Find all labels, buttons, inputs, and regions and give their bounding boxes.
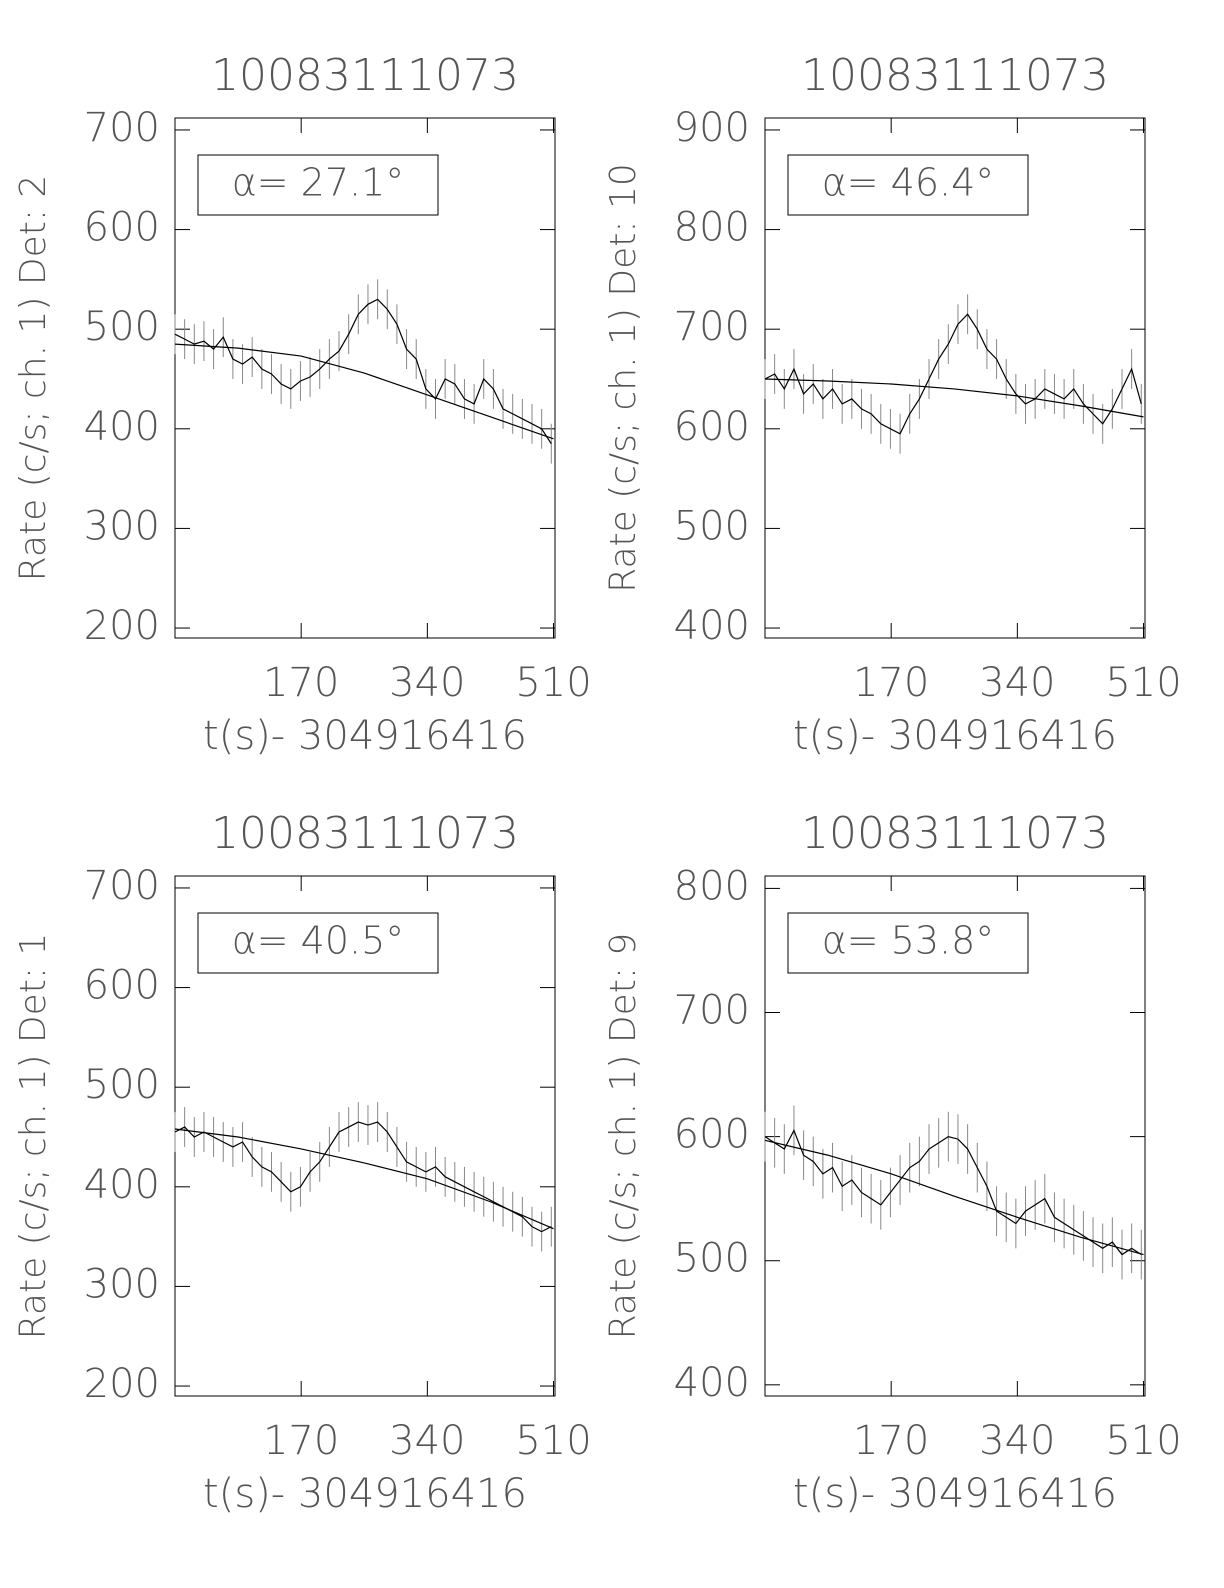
y-tick-label: 700	[674, 988, 750, 1034]
y-tick-label: 600	[84, 963, 160, 1009]
plot-frame	[174, 117, 556, 639]
x-tick-label: 170	[853, 660, 929, 706]
y-axis-label: Rate (c/s; ch. 1) Det: 1	[13, 933, 54, 1340]
fit-line	[174, 343, 554, 440]
fit-line	[764, 1139, 1144, 1256]
x-tick-label: 510	[1105, 1418, 1181, 1464]
panel-title: 10083111073	[801, 50, 1109, 101]
x-tick-label: 340	[389, 1418, 465, 1464]
x-tick-label: 510	[515, 1418, 591, 1464]
x-tick-label: 170	[263, 660, 339, 706]
y-tick-label: 900	[674, 105, 750, 151]
annotation-box	[197, 154, 439, 216]
y-tick-label: 300	[84, 503, 160, 549]
y-tick-label: 400	[84, 1162, 160, 1208]
fit-line	[174, 1128, 554, 1230]
y-tick-label: 500	[674, 503, 750, 549]
annotation-box	[197, 912, 439, 974]
y-tick-label: 800	[674, 863, 750, 909]
data-line	[174, 1121, 552, 1233]
y-tick-label: 700	[84, 105, 160, 151]
y-axis-label: Rate (c/s; ch. 1) Det: 9	[603, 933, 644, 1340]
x-axis-label: t(s)- 304916416	[793, 713, 1117, 759]
y-tick-label: 700	[84, 863, 160, 909]
annotation-box	[787, 154, 1029, 216]
y-axis-label: Rate (c/s; ch. 1) Det: 10	[603, 163, 644, 593]
y-axis-label: Rate (c/s; ch. 1) Det: 2	[13, 175, 54, 582]
x-tick-label: 340	[979, 1418, 1055, 1464]
y-tick-label: 700	[674, 304, 750, 350]
y-tick-label: 600	[84, 205, 160, 251]
y-tick-label: 200	[84, 1361, 160, 1407]
x-tick-label: 170	[263, 1418, 339, 1464]
y-tick-label: 600	[674, 1112, 750, 1158]
y-tick-label: 400	[84, 404, 160, 450]
x-tick-label: 510	[515, 660, 591, 706]
x-axis-label: t(s)- 304916416	[793, 1471, 1117, 1517]
panel-title: 10083111073	[211, 808, 519, 859]
data-line	[174, 298, 552, 445]
y-tick-label: 400	[674, 603, 750, 649]
annotation: α= 40.5°	[232, 919, 405, 963]
y-tick-label: 300	[84, 1261, 160, 1307]
y-tick-label: 500	[674, 1236, 750, 1282]
panel-title: 10083111073	[211, 50, 519, 101]
y-tick-label: 500	[84, 304, 160, 350]
panel-title: 10083111073	[801, 808, 1109, 859]
y-tick-label: 200	[84, 603, 160, 649]
annotation-box	[787, 912, 1029, 974]
annotation: α= 46.4°	[822, 161, 995, 205]
y-tick-label: 400	[674, 1360, 750, 1406]
x-axis-label: t(s)- 304916416	[203, 1471, 527, 1517]
x-tick-label: 340	[389, 660, 465, 706]
y-tick-label: 800	[674, 205, 750, 251]
data-line	[764, 313, 1142, 435]
x-tick-label: 340	[979, 660, 1055, 706]
x-axis-label: t(s)- 304916416	[203, 713, 527, 759]
data-line	[764, 1128, 1142, 1256]
annotation: α= 27.1°	[232, 161, 405, 205]
y-tick-label: 500	[84, 1062, 160, 1108]
y-tick-label: 600	[674, 404, 750, 450]
x-tick-label: 510	[1105, 660, 1181, 706]
annotation: α= 53.8°	[822, 919, 995, 963]
x-tick-label: 170	[853, 1418, 929, 1464]
fit-line	[764, 378, 1144, 418]
